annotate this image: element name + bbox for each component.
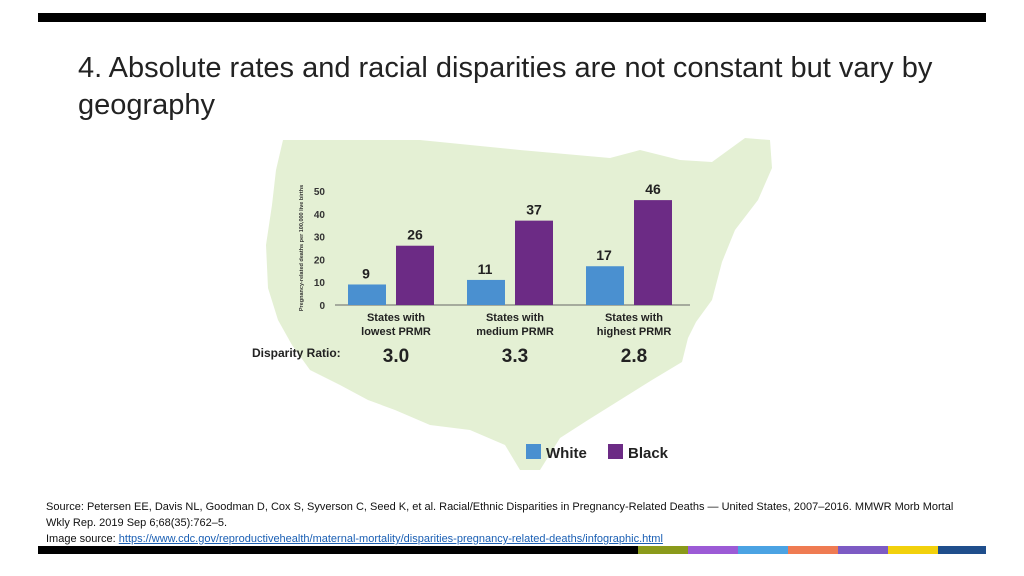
image-source-label: Image source:: [46, 533, 116, 545]
legend-swatch-white: [526, 444, 541, 459]
legend-label-black: Black: [628, 445, 669, 462]
disparity-ratio-label: Disparity Ratio:: [252, 346, 341, 360]
data-label: 17: [596, 247, 612, 263]
disparity-ratio-value: 2.8: [621, 346, 647, 367]
data-label: 46: [645, 181, 661, 197]
bar-black: [515, 220, 553, 305]
y-axis-label: Pregnancy-related deaths per 100,000 liv…: [299, 185, 305, 311]
y-tick-label: 40: [314, 210, 326, 221]
accent-swatch: [838, 546, 888, 554]
legend-swatch-black: [608, 444, 623, 459]
data-label: 11: [478, 261, 493, 277]
y-tick-label: 10: [314, 278, 326, 289]
top-rule: [38, 13, 986, 22]
data-label: 26: [407, 227, 423, 243]
bar-black: [396, 245, 434, 305]
bottom-rule: [38, 546, 986, 554]
accent-swatch: [638, 546, 688, 554]
image-source-line: Image source: https://www.cdc.gov/reprod…: [46, 531, 976, 547]
category-label: lowest PRMR: [361, 326, 431, 338]
accent-swatch: [788, 546, 838, 554]
category-label: States with: [605, 312, 663, 324]
y-tick-label: 0: [319, 301, 325, 312]
category-label: medium PRMR: [476, 326, 554, 338]
accent-swatch: [688, 546, 738, 554]
disparity-ratio-value: 3.0: [383, 346, 409, 367]
bar-white: [348, 284, 386, 305]
y-tick-label: 20: [314, 255, 326, 266]
bar-white: [586, 266, 624, 305]
y-tick-label: 30: [314, 233, 326, 244]
category-label: States with: [486, 312, 544, 324]
accent-swatch: [938, 546, 986, 554]
accent-swatch: [888, 546, 938, 554]
source-footer: Source: Petersen EE, Davis NL, Goodman D…: [46, 499, 976, 547]
source-citation: Source: Petersen EE, Davis NL, Goodman D…: [46, 501, 954, 529]
bar-black: [634, 200, 672, 305]
data-label: 9: [362, 265, 370, 281]
data-label: 37: [526, 202, 542, 218]
accent-swatch: [738, 546, 788, 554]
slide-title: 4. Absolute rates and racial disparities…: [78, 52, 933, 121]
category-label: highest PRMR: [597, 326, 672, 338]
image-source-link[interactable]: https://www.cdc.gov/reproductivehealth/m…: [118, 533, 663, 545]
y-tick-label: 50: [314, 187, 326, 198]
category-label: States with: [367, 312, 425, 324]
bar-white: [467, 279, 505, 305]
disparity-ratio-value: 3.3: [502, 346, 528, 367]
legend-label-white: White: [546, 445, 587, 462]
